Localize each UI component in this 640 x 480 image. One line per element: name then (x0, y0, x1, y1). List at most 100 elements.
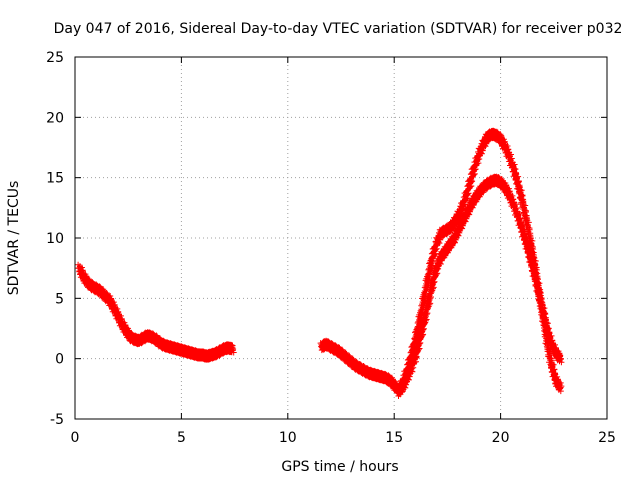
grid-layer (75, 57, 607, 419)
data-point (535, 287, 543, 295)
data-point (207, 351, 215, 359)
series-markers (75, 261, 237, 363)
data-point (518, 224, 526, 232)
y-tick-label: 25 (46, 50, 64, 66)
data-point (84, 279, 92, 287)
data-point (126, 333, 134, 341)
data-point (552, 376, 560, 384)
data-point (220, 345, 228, 353)
data-point (441, 247, 449, 255)
data-point (160, 341, 168, 349)
data-point (326, 343, 334, 351)
data-point (169, 344, 177, 352)
data-point (454, 212, 462, 220)
data-point (441, 227, 449, 235)
data-point (118, 320, 126, 328)
data-point (543, 340, 551, 348)
data-point (505, 191, 513, 199)
data-point (526, 236, 534, 244)
y-tick-label: 15 (46, 171, 64, 187)
data-point (488, 130, 496, 138)
data-point (173, 345, 181, 353)
x-tick-label: 10 (279, 430, 297, 446)
data-point (484, 180, 492, 188)
data-point (92, 285, 100, 293)
data-series-layer (75, 127, 565, 399)
data-point (382, 374, 390, 382)
data-point (514, 211, 522, 219)
data-point (394, 388, 402, 396)
data-point (450, 220, 458, 228)
data-point (101, 292, 109, 300)
data-point (446, 224, 454, 232)
data-point (475, 150, 483, 158)
data-point (211, 350, 219, 358)
data-point (492, 131, 500, 139)
data-point (203, 352, 211, 360)
data-point (148, 333, 156, 341)
data-point (343, 355, 351, 363)
data-point (352, 362, 360, 370)
data-point (399, 379, 407, 387)
data-point (348, 358, 356, 366)
data-point (509, 200, 517, 208)
y-tick-label: -5 (50, 412, 64, 428)
data-point (199, 351, 207, 359)
data-point (216, 347, 224, 355)
data-point (514, 178, 522, 186)
data-point (429, 253, 437, 261)
y-tick-label: 5 (55, 291, 64, 307)
data-point (433, 239, 441, 247)
y-tick-label: 20 (46, 110, 64, 126)
series-markers (317, 173, 565, 397)
data-point (420, 294, 428, 302)
data-point (318, 343, 326, 351)
x-axis-label: GPS time / hours (281, 459, 398, 475)
data-point (467, 201, 475, 209)
data-point (488, 177, 496, 185)
data-point (407, 352, 415, 360)
data-point (556, 384, 564, 392)
y-tick-label: 10 (46, 231, 64, 247)
data-point (88, 282, 96, 290)
data-point (475, 188, 483, 196)
y-axis-label: SDTVAR / TECUs (6, 181, 22, 296)
data-point (322, 340, 330, 348)
data-point (531, 261, 539, 269)
data-point (152, 335, 160, 343)
data-point (335, 347, 343, 355)
data-point (224, 344, 232, 352)
series-segment-2 (317, 173, 565, 397)
data-point (539, 314, 547, 322)
data-point (360, 367, 368, 375)
data-point (139, 334, 147, 342)
x-tick-label: 25 (598, 430, 616, 446)
data-point (190, 350, 198, 358)
data-point (143, 332, 151, 340)
data-point (450, 235, 458, 243)
data-point (377, 373, 385, 381)
data-point (552, 349, 560, 357)
data-point (497, 135, 505, 143)
data-point (454, 227, 462, 235)
data-point (182, 347, 190, 355)
data-point (497, 178, 505, 186)
data-point (331, 345, 339, 353)
data-point (437, 229, 445, 237)
data-point (135, 337, 143, 345)
data-point (446, 241, 454, 249)
data-point (75, 264, 83, 272)
series-segment-1 (75, 261, 237, 363)
x-tick-label: 0 (71, 430, 80, 446)
data-point (458, 203, 466, 211)
data-point (156, 339, 164, 347)
chart-title: Day 047 of 2016, Sidereal Day-to-day VTE… (54, 21, 623, 37)
x-tick-label: 5 (177, 430, 186, 446)
data-point (424, 273, 432, 281)
data-point (518, 195, 526, 203)
data-point (548, 362, 556, 370)
data-point (114, 311, 122, 319)
data-point (484, 133, 492, 141)
data-point (480, 140, 488, 148)
